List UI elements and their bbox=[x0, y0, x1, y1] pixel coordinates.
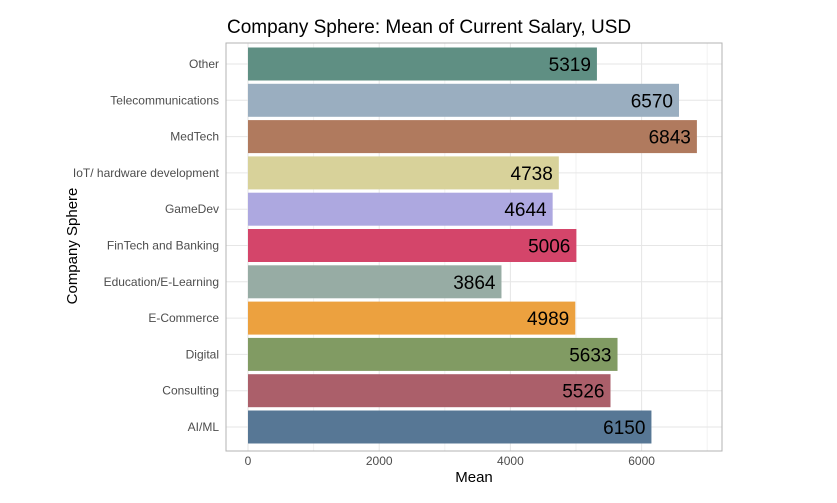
x-tick-label: 4000 bbox=[497, 454, 524, 468]
category-label: Consulting bbox=[162, 384, 219, 398]
bar bbox=[248, 229, 577, 262]
bar bbox=[248, 47, 597, 81]
value-label: 5633 bbox=[569, 345, 611, 366]
value-label: 3864 bbox=[453, 273, 496, 294]
x-tick-label: 0 bbox=[245, 454, 252, 468]
bar bbox=[248, 192, 553, 226]
category-label: GameDev bbox=[165, 202, 219, 216]
category-labels: Other Telecommunications MedTech IoT/ hardw… bbox=[73, 57, 220, 434]
bar bbox=[248, 156, 559, 190]
chart-title: Company Sphere: Mean of Current Salary, … bbox=[227, 17, 631, 38]
y-axis-title: Company Sphere bbox=[64, 188, 81, 305]
category-label: Education/E-Learning bbox=[104, 275, 219, 289]
category-label: Telecommunications bbox=[110, 93, 219, 107]
category-label: E-Commerce bbox=[148, 311, 219, 325]
bar bbox=[248, 265, 502, 299]
value-label: 5526 bbox=[562, 382, 604, 403]
value-label: 4989 bbox=[527, 309, 569, 330]
value-label: 6150 bbox=[603, 418, 645, 439]
x-ticks: 0 2000 4000 6000 bbox=[245, 454, 656, 468]
bar bbox=[248, 83, 679, 117]
value-label: 5006 bbox=[528, 237, 570, 258]
bars bbox=[248, 47, 697, 444]
value-label: 4738 bbox=[511, 164, 553, 185]
category-label: IoT/ hardware development bbox=[73, 166, 220, 180]
x-tick-label: 6000 bbox=[628, 454, 655, 468]
category-label: FinTech and Banking bbox=[107, 239, 219, 253]
x-axis-title: Mean bbox=[455, 469, 493, 486]
category-label: AI/ML bbox=[188, 420, 220, 434]
value-label: 5319 bbox=[549, 55, 591, 76]
bar bbox=[248, 337, 618, 371]
x-tick-label: 2000 bbox=[366, 454, 393, 468]
bar bbox=[248, 410, 652, 444]
category-label: Digital bbox=[186, 347, 219, 361]
bar bbox=[248, 301, 576, 335]
value-label: 4644 bbox=[504, 200, 547, 221]
value-label: 6570 bbox=[631, 91, 673, 112]
value-label: 6843 bbox=[649, 128, 691, 149]
category-label: Other bbox=[189, 57, 219, 71]
bar bbox=[248, 120, 697, 154]
bar bbox=[248, 374, 611, 408]
category-label: MedTech bbox=[170, 130, 219, 144]
panel-border bbox=[225, 42, 723, 452]
